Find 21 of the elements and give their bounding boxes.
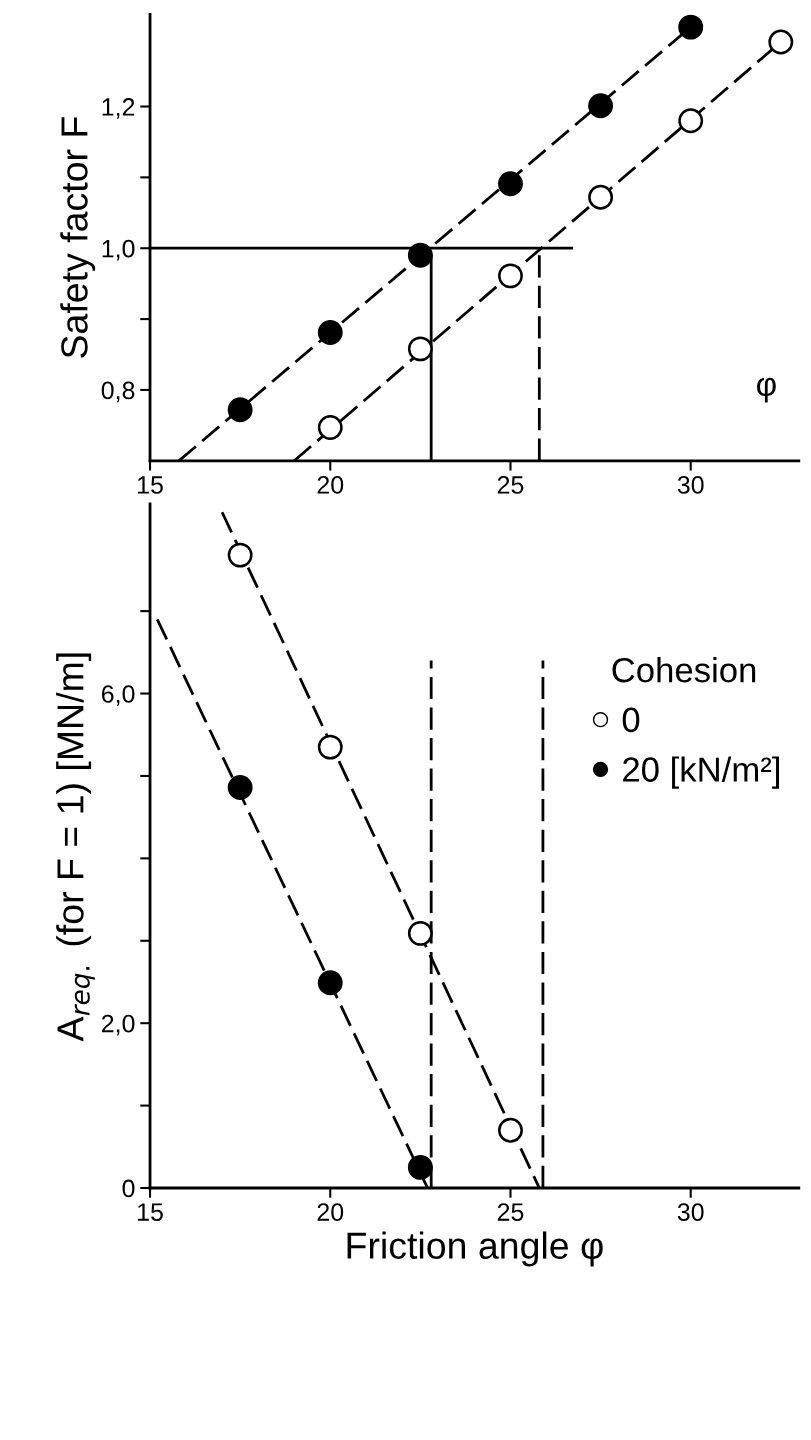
x-axis-title: Friction angle φ	[347, 1231, 603, 1267]
x-tick-label: 30	[677, 1203, 704, 1221]
y-tick-label: 0,8	[101, 381, 135, 403]
x-tick-label: 15	[138, 1203, 163, 1221]
y-tick-label: 0	[122, 1179, 135, 1198]
x-tick-label: 25	[497, 476, 524, 494]
y-tick-label: 1,2	[102, 98, 135, 119]
x-tick-label: 25	[497, 1203, 524, 1221]
legend-label: 0	[622, 707, 640, 733]
y-tick-label: 2,0	[101, 1014, 135, 1036]
legend-title: Cohesion	[612, 656, 756, 683]
legend-label: 20 [kN/m²]	[623, 756, 780, 789]
y-axis-title: Safety factor F	[60, 117, 96, 358]
y-tick-label: 6,0	[101, 685, 135, 706]
x-tick-label: 15	[138, 476, 163, 494]
x-tick-label: 20	[317, 1203, 344, 1221]
y-tick-label: 1,0	[102, 239, 135, 261]
y-axis-title: A$_{req.}$ (for F = 1) [MN/m]	[56, 653, 95, 1042]
x-tick-label: 20	[317, 476, 344, 494]
x-axis-title: φ	[756, 377, 776, 403]
x-tick-label: 30	[677, 476, 704, 494]
